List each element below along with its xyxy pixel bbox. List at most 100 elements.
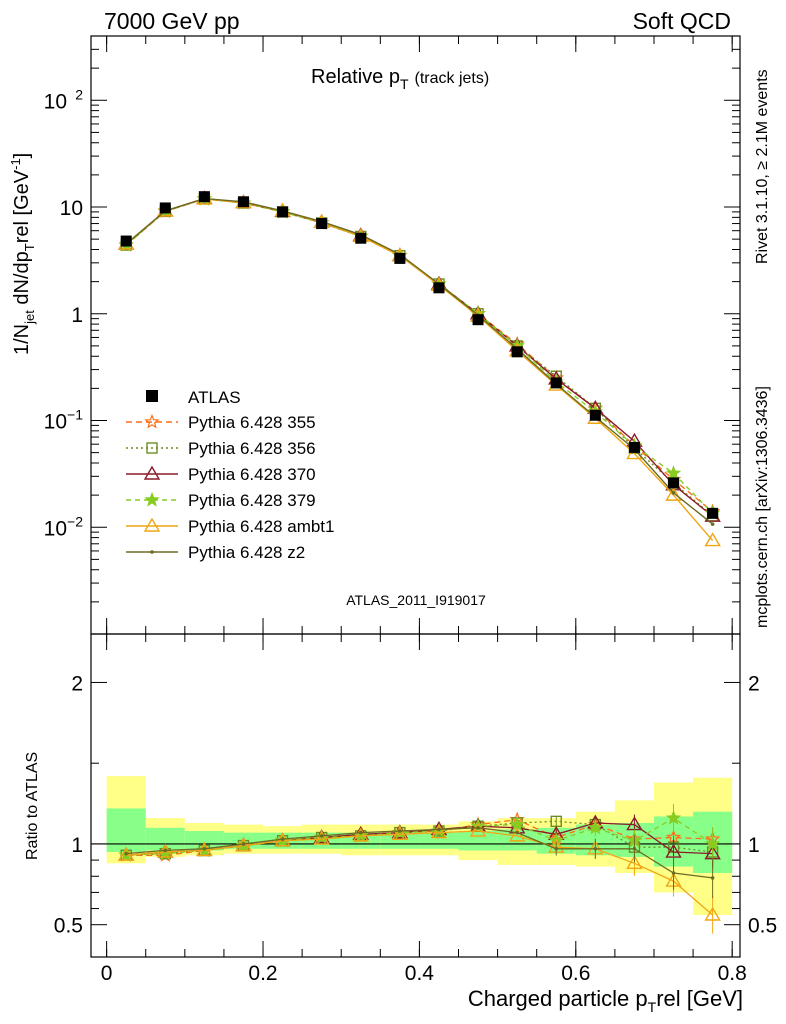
- main-data-point: [120, 235, 132, 247]
- ratio-series-line: [126, 830, 714, 916]
- side-rivet-label: Rivet 3.1.10, ≥ 2.1M events: [754, 69, 771, 264]
- ratio-series-point: [117, 846, 135, 861]
- ratio-series-point: [710, 876, 715, 880]
- legend-marker: [144, 413, 160, 429]
- ratio-band-green: [106, 808, 146, 853]
- ratio-series-point: [476, 826, 480, 830]
- main-data-point: [237, 196, 249, 208]
- ratio-series-point: [352, 827, 369, 842]
- ratio-series-point: [587, 819, 604, 835]
- ratio-series-point: [704, 835, 721, 851]
- ratio-y-tick-label: 2: [71, 672, 83, 695]
- legend-label: Pythia 6.428 z2: [188, 543, 305, 562]
- legend-marker: [150, 550, 154, 554]
- main-data-point: [472, 314, 484, 326]
- main-data-point: [589, 409, 601, 421]
- ratio-series-point: [358, 830, 363, 835]
- main-data-point: [198, 191, 210, 203]
- ylabel-part-4: rel [GeV: [11, 169, 33, 243]
- ratio-band-green: [145, 827, 185, 851]
- main-data-point: [277, 206, 289, 218]
- ratio-series-line: [126, 817, 713, 856]
- ratio-series-point: [671, 871, 676, 875]
- main-data-point: [511, 346, 523, 358]
- side-mcplots-label: mcplots.cern.ch [arXiv:1306.3436]: [754, 386, 771, 628]
- main-y-tick-label: 10: [44, 517, 67, 540]
- ratio-series-line: [126, 819, 713, 856]
- plot-title-main: Relative p: [311, 66, 400, 88]
- ratio-band-green: [458, 831, 498, 851]
- main-y-tick-label: 1: [71, 304, 83, 327]
- legend-marker: [143, 517, 161, 532]
- header-left: 7000 GeV pp: [104, 8, 240, 34]
- ylabel-part-0: 1/N: [11, 324, 33, 355]
- ratio-x-tick-label: 0.8: [718, 962, 747, 985]
- ratio-series-point: [391, 825, 409, 840]
- ratio-panel: 0.5 0.5 1 1 2 2 0 0.2 0.4 0.6 0.8: [54, 633, 777, 985]
- ylabel-part-3: T: [22, 243, 37, 251]
- ratio-series-point: [509, 816, 525, 832]
- ratio-y-tick-label-right: 2: [748, 672, 760, 695]
- ratio-band-green: [380, 832, 420, 849]
- main-series-line: [125, 197, 714, 525]
- legend-marker: [143, 465, 161, 480]
- main-data-point: [394, 252, 406, 264]
- ratio-series-point: [437, 827, 441, 832]
- main-y-tick-exponent: −1: [67, 407, 83, 423]
- ylabel-part-1: jet: [22, 310, 37, 325]
- ratio-series-point: [508, 827, 526, 842]
- ratio-series-point: [163, 848, 168, 853]
- main-data-point: [628, 441, 640, 453]
- xlabel-part-2: rel [GeV]: [656, 986, 743, 1011]
- ratio-y-tick-label: 0.5: [54, 915, 83, 938]
- ratio-y-tick-label-right: 1: [748, 834, 760, 857]
- main-series-point: [710, 522, 715, 526]
- ratio-y-axis-label: Ratio to ATLAS: [24, 752, 41, 860]
- xlabel-part-0: Charged particle p: [468, 986, 648, 1011]
- ratio-frame: [90, 633, 741, 958]
- main-y-tick-exponent: 2: [75, 86, 83, 102]
- legend-marker: [144, 491, 160, 507]
- main-y-axis-label: 1/Njet dN/dpTrel [GeV-1]: [8, 153, 37, 355]
- ratio-series-point: [593, 846, 598, 851]
- plot-title-sub: T: [400, 76, 409, 92]
- ratio-band-green: [419, 832, 459, 849]
- header-right: Soft QCD: [633, 8, 731, 34]
- main-y-tick-label: 10: [44, 411, 67, 434]
- ratio-series-point: [632, 846, 637, 851]
- legend-marker-data: [146, 390, 158, 402]
- ratio-series-point: [626, 854, 643, 870]
- main-data-point: [316, 218, 328, 230]
- ratio-series-point: [430, 824, 448, 839]
- main-series-line: [125, 198, 714, 542]
- ratio-y-tick-label-right: 0.5: [748, 915, 777, 938]
- ylabel-part-5: -1: [8, 158, 23, 170]
- ratio-series-point: [469, 822, 487, 837]
- ratio-series-point: [554, 846, 559, 851]
- ratio-series-point: [704, 906, 721, 921]
- ratio-series-point: [398, 829, 402, 833]
- legend-label: Pythia 6.428 370: [188, 465, 316, 484]
- plot-title-suffix: (track jets): [415, 70, 490, 87]
- main-data-point: [159, 202, 171, 214]
- main-y-tick-exponent: −2: [67, 513, 83, 529]
- legend-label: Pythia 6.428 355: [188, 413, 316, 432]
- legend-label: Pythia 6.428 379: [188, 491, 316, 510]
- main-data-point: [433, 282, 445, 294]
- ratio-series-point: [353, 827, 369, 843]
- ratio-band-green: [184, 831, 224, 851]
- main-series-point: [704, 532, 721, 547]
- plot-title: Relative pT (track jets): [311, 66, 489, 92]
- main-y-tick-label: 10: [44, 90, 67, 113]
- ratio-x-tick-label: 0.4: [405, 962, 435, 985]
- analysis-id: ATLAS_2011_I919017: [346, 592, 486, 608]
- main-series-point: [665, 465, 682, 480]
- main-data-point: [668, 477, 680, 489]
- legend: ATLAS Pythia 6.428 355 Pythia 6.428 356 Pyt…: [126, 388, 334, 562]
- main-data-point: [550, 377, 562, 389]
- main-data-point: [355, 232, 367, 244]
- ratio-series-point: [280, 837, 285, 841]
- legend-marker: [146, 442, 158, 454]
